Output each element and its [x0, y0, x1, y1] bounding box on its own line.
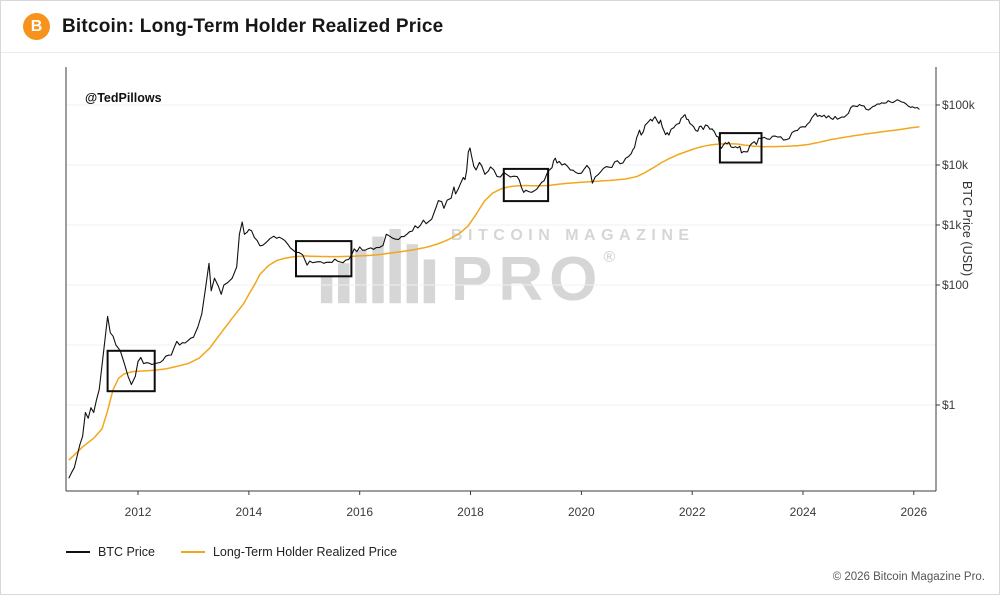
x-tick-label: 2012: [124, 505, 152, 519]
y-axis-labels: $100k $10k $1k $100 $1: [1, 53, 999, 594]
x-tick-label: 2016: [346, 505, 374, 519]
y-tick-label: $1k: [942, 218, 962, 232]
x-tick-label: 2026: [900, 505, 928, 519]
author-annotation: @TedPillows: [85, 91, 162, 105]
legend: BTC Price Long-Term Holder Realized Pric…: [66, 545, 397, 559]
registered-mark: ®: [603, 249, 616, 266]
copyright: © 2026 Bitcoin Magazine Pro.: [832, 571, 985, 583]
chart-area: BITCOIN MAGAZINE PRO® @TedPillows 2012 20…: [1, 53, 999, 594]
x-axis-labels: 2012 2014 2016 2018 2020 2022 2024 2026: [1, 53, 999, 594]
y-tick-label: $1: [942, 398, 956, 412]
watermark-pro-label: PRO: [451, 245, 604, 314]
bars-logo-icon: [320, 229, 436, 304]
watermark-text: BITCOIN MAGAZINE PRO®: [451, 227, 695, 311]
watermark: BITCOIN MAGAZINE PRO®: [319, 227, 695, 311]
legend-label-lth: Long-Term Holder Realized Price: [212, 545, 398, 559]
x-tick-label: 2014: [235, 505, 263, 519]
y-axis-title: BTC Price (USD): [960, 181, 974, 277]
legend-label-btc: BTC Price: [98, 545, 155, 559]
legend-item-btc: BTC Price: [66, 545, 155, 559]
y-tick-label: $100: [942, 278, 969, 292]
bitcoin-logo-letter: B: [30, 17, 43, 35]
header: B Bitcoin: Long-Term Holder Realized Pri…: [1, 1, 999, 53]
chart-plot: [65, 67, 940, 495]
page-title: Bitcoin: Long-Term Holder Realized Price: [62, 15, 444, 37]
y-tick-label: $100k: [942, 98, 975, 112]
bitcoin-logo-icon: B: [23, 13, 50, 40]
lth-line-swatch: [180, 551, 205, 553]
btc-line-swatch: [66, 551, 90, 553]
watermark-pro-text: PRO®: [451, 249, 695, 311]
watermark-magazine-text: BITCOIN MAGAZINE: [451, 227, 695, 244]
x-tick-label: 2018: [457, 505, 484, 519]
legend-item-lth: Long-Term Holder Realized Price: [180, 545, 398, 559]
y-tick-label: $10k: [942, 158, 969, 172]
x-tick-label: 2022: [678, 505, 706, 519]
x-tick-label: 2020: [567, 505, 595, 519]
x-tick-label: 2024: [789, 505, 817, 519]
